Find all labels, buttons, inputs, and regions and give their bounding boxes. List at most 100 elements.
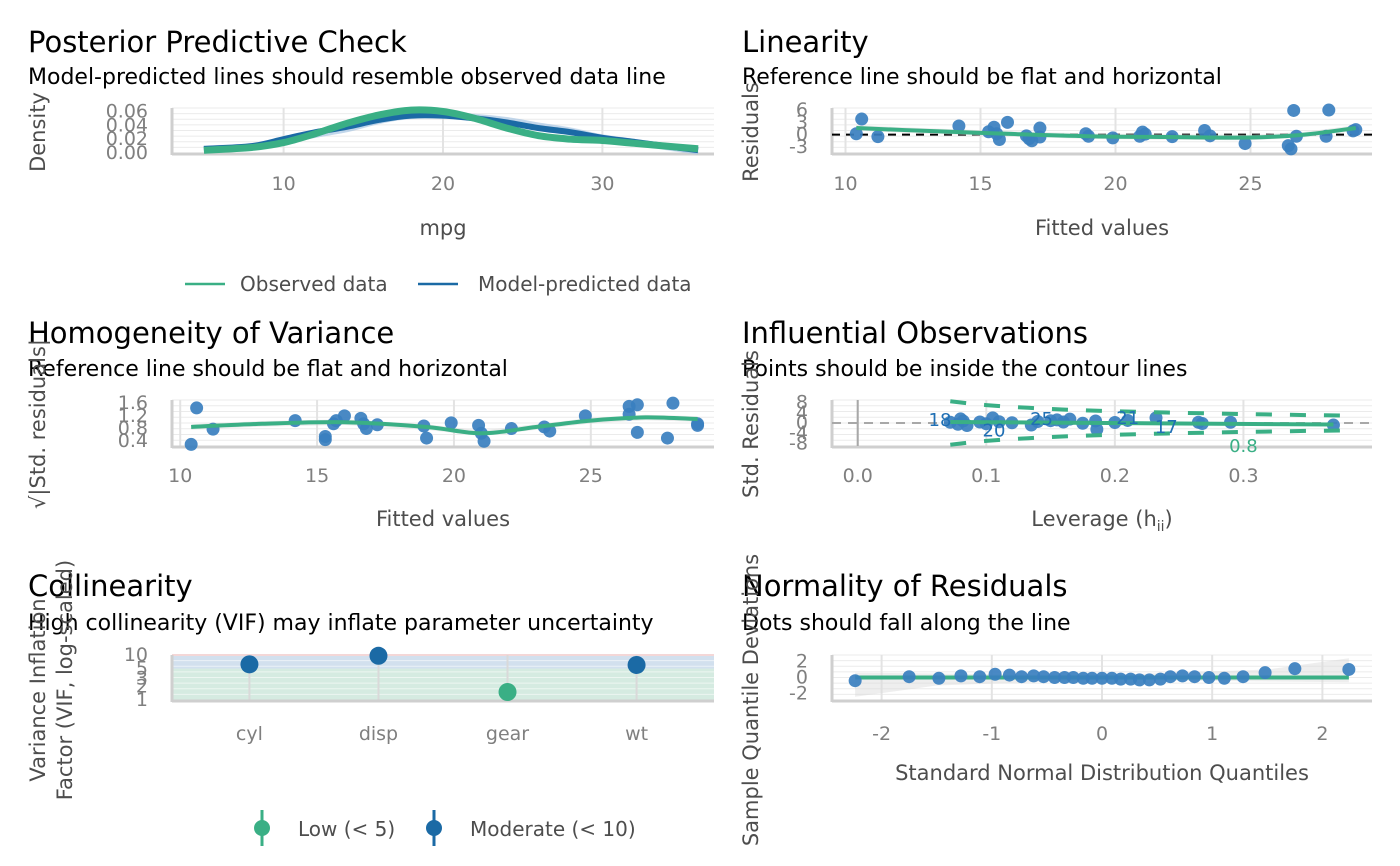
influential-subtitle: Points should be inside the contour line… (742, 357, 1187, 382)
normality-data-point (848, 674, 862, 688)
normality-data-point (1114, 672, 1128, 686)
normality-data-point (1015, 670, 1029, 684)
homogeneity-x-tick-label: 25 (579, 465, 603, 487)
influential-point-label: 21 (1116, 408, 1139, 429)
homogeneity-x-tick-label: 20 (442, 465, 466, 487)
vif-moderate-band (172, 655, 714, 669)
linearity-data-point (849, 127, 863, 141)
normality-data-point (1095, 671, 1109, 685)
collinearity-x-tick-label: disp (359, 723, 398, 745)
linearity-x-tick-label: 10 (833, 173, 857, 195)
collinearity-x-tick-label: wt (625, 723, 648, 745)
collinearity-y-tick-label: 2 (136, 675, 148, 697)
normality-y-tick-label: 2 (796, 650, 808, 672)
influential-point-label: 18 (929, 410, 952, 431)
ppc-y-axis-title: Density (26, 92, 50, 172)
influential-data-point (1326, 418, 1340, 432)
ppc-panel: 10 20 30 0.000.020.040.06 (106, 100, 714, 195)
linearity-smooth-line (856, 126, 1357, 140)
normality-data-point (1027, 669, 1041, 683)
ppc-y-tick-label: 0.02 (106, 128, 148, 150)
homogeneity-data-point (420, 431, 434, 445)
homogeneity-data-point (318, 433, 332, 447)
normality-data-point (1236, 670, 1250, 684)
influential-title: Influential Observations (742, 316, 1088, 350)
linearity-y-tick-label: -3 (789, 136, 808, 158)
collinearity-vif-point-disp (369, 646, 388, 665)
influential-cook-contour-lower (950, 428, 1347, 447)
normality-data-point (1258, 666, 1272, 680)
linearity-y-tick-label: 6 (796, 99, 808, 121)
collinearity-y-axis-title-line1: Variance Inflation (26, 598, 50, 781)
linearity-y-tick-label: 0 (796, 124, 808, 146)
normality-data-point (1153, 672, 1167, 686)
ppc-x-tick-label: 20 (431, 173, 455, 195)
linearity-x-axis-title: Fitted values (1035, 216, 1169, 240)
homogeneity-y-tick-label: 0.8 (118, 418, 148, 440)
normality-data-point (1132, 673, 1146, 687)
normality-data-point (1288, 662, 1302, 676)
normality-data-point (1066, 671, 1080, 684)
normality-x-axis-title: Standard Normal Distribution Quantiles (895, 761, 1309, 785)
ppc-observed-line (203, 106, 699, 154)
ppc-y-tick-label: 0.04 (106, 114, 148, 136)
ppc-legend: Observed data Model-predicted data (185, 272, 692, 296)
normality-data-point (932, 671, 946, 685)
legend-label-predicted: Model-predicted data (478, 272, 692, 296)
collinearity-y-axis-title-line2: Factor (VIF, log-scaled) (53, 560, 77, 800)
homogeneity-y-tick-label: 1.2 (118, 405, 148, 427)
homogeneity-data-point (477, 434, 491, 448)
linearity-data-point (855, 112, 869, 126)
influential-x-tick-label: 0.1 (971, 465, 1001, 487)
homogeneity-y-tick-label: 1.6 (118, 392, 148, 414)
normality-data-point (902, 670, 916, 684)
influential-y-tick-label: 4 (796, 402, 808, 424)
collinearity-vif-point-cyl (240, 655, 259, 674)
collinearity-legend: Low (< 5) Moderate (< 10) (254, 810, 636, 846)
influential-point-label: 17 (1155, 417, 1178, 438)
ppc-x-tick-label: 30 (590, 173, 614, 195)
ppc-y-tick-label: 0.00 (106, 142, 148, 164)
collinearity-x-tick-label: gear (486, 723, 529, 745)
linearity-data-point (1284, 142, 1298, 156)
normality-data-point (1048, 671, 1062, 684)
homogeneity-data-point (184, 437, 198, 451)
influential-x-tick-label: 0.0 (843, 465, 873, 487)
linearity-data-point (871, 130, 885, 144)
influential-x-axis-title-end: ) (1165, 507, 1173, 531)
normality-x-tick-label: -1 (982, 723, 1001, 745)
homogeneity-subtitle: Reference line should be flat and horizo… (28, 357, 508, 382)
ppc-y-tick-label: 0.06 (106, 100, 148, 122)
normality-x-tick-label: -2 (872, 723, 891, 745)
normality-data-point (1175, 669, 1189, 683)
normality-data-point (1085, 671, 1099, 685)
legend-label-low: Low (< 5) (298, 817, 395, 841)
ppc-x-tick-label: 10 (271, 173, 295, 195)
normality-y-axis-title: Sample Quantile Deviations (739, 554, 763, 846)
linearity-title: Linearity (742, 25, 869, 59)
linearity-data-point (1001, 115, 1014, 129)
linearity-subtitle: Reference line should be flat and horizo… (742, 65, 1222, 90)
homogeneity-smooth-ci-band (191, 414, 698, 437)
normality-data-point (1202, 671, 1216, 684)
homogeneity-data-point (190, 401, 204, 415)
influential-x-axis-title: Leverage (hii) (1031, 507, 1173, 535)
normality-data-point (954, 669, 968, 683)
linearity-data-point (1238, 137, 1252, 151)
legend-label-observed: Observed data (240, 272, 388, 296)
collinearity-title: Collinearity (28, 569, 193, 603)
homogeneity-panel: 10 15 20 25 0.40.81.21.6 (118, 392, 714, 487)
collinearity-x-tick-label: cyl (236, 723, 263, 745)
homogeneity-data-point (630, 425, 644, 439)
homogeneity-x-axis-title: Fitted values (376, 507, 510, 531)
homogeneity-title: Homogeneity of Variance (28, 316, 394, 350)
influential-y-tick-label: -8 (789, 432, 808, 454)
influential-fit-line (950, 419, 1334, 427)
influential-y-axis-title: Std. Residuals (739, 350, 763, 498)
collinearity-subtitle: High collinearity (VIF) may inflate para… (28, 611, 654, 636)
linearity-x-tick-label: 15 (968, 173, 992, 195)
linearity-x-tick-label: 20 (1103, 173, 1127, 195)
normality-data-point (1142, 673, 1156, 687)
